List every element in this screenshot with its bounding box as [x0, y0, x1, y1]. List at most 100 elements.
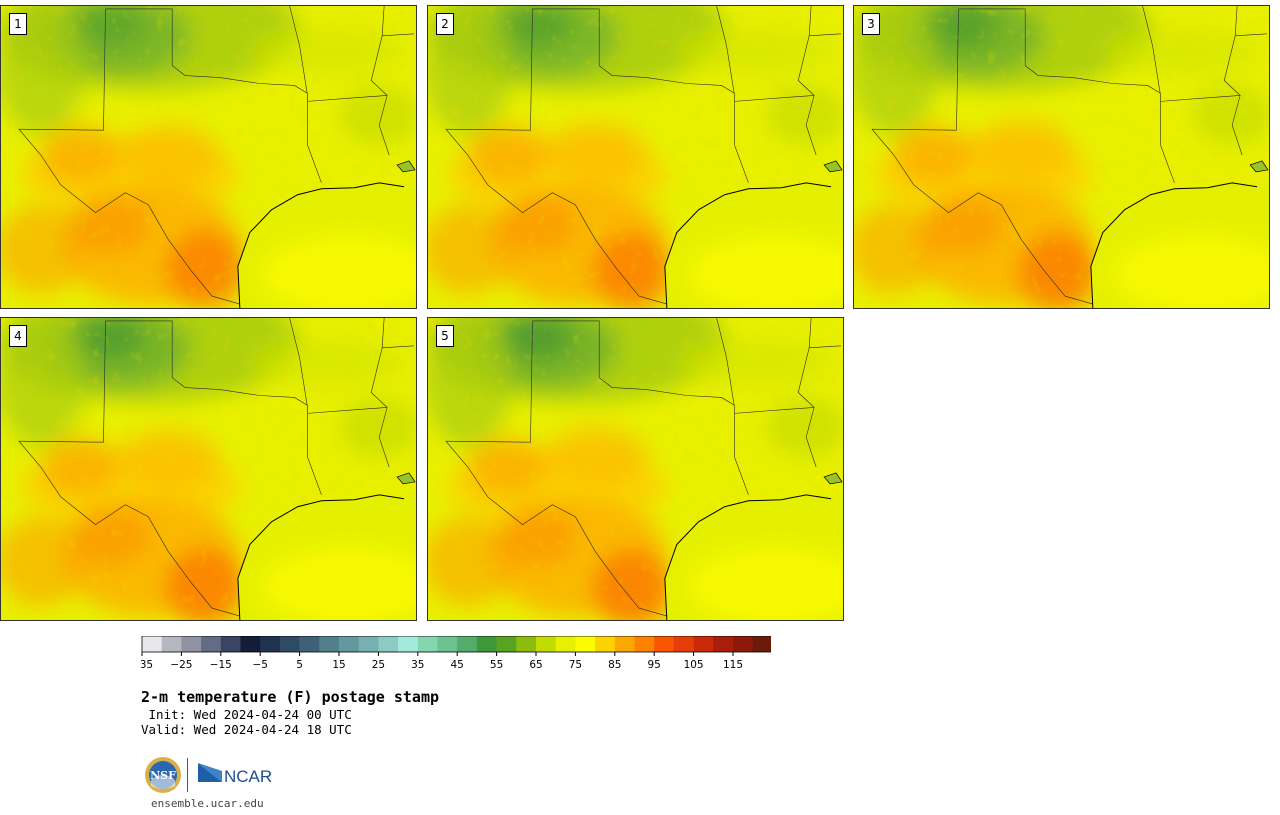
colorbar-swatch: [595, 636, 616, 652]
colorbar-swatch: [299, 636, 320, 652]
valid-time: Valid: Wed 2024-04-24 18 UTC: [141, 722, 352, 737]
temperature-map: [854, 6, 1269, 308]
svg-text:NSF: NSF: [150, 769, 176, 782]
temperature-map: [428, 318, 843, 620]
chart-title: 2-m temperature (F) postage stamp: [141, 688, 440, 706]
stamp-number: 2: [436, 13, 454, 35]
colorbar-swatch: [398, 636, 419, 652]
state-boundary: [797, 6, 817, 156]
ncar-logo: NCAR: [198, 763, 272, 786]
state-boundary: [1142, 6, 1175, 183]
colorbar-tick-label: −5: [252, 659, 267, 671]
lake: [396, 472, 416, 485]
colorbar-swatch: [161, 636, 182, 652]
colorbar-swatch: [142, 636, 162, 652]
colorbar-tick-label: −25: [170, 659, 192, 671]
state-boundary: [307, 407, 388, 414]
stamp-panel-1: 1: [0, 5, 417, 309]
land-temperature-field: [428, 318, 843, 620]
state-boundary: [18, 128, 240, 305]
gulf-water: [259, 546, 416, 620]
colorbar-swatch: [634, 636, 655, 652]
state-boundary: [445, 128, 667, 305]
stamp-number: 1: [9, 13, 27, 35]
state-boundary: [871, 8, 959, 131]
state-boundary: [105, 8, 308, 94]
coastline: [664, 182, 832, 308]
colorbar-swatch: [536, 636, 556, 652]
gulf-water: [686, 234, 843, 308]
colorbar-swatch: [417, 636, 438, 652]
coastline: [237, 182, 405, 308]
stamp-number: 3: [862, 13, 880, 35]
stamp-number: 5: [436, 325, 454, 347]
colorbar-tick-label: 115: [723, 659, 743, 671]
colorbar-tick-label: 45: [451, 659, 464, 671]
colorbar-swatch: [378, 636, 399, 652]
state-boundary: [18, 320, 106, 443]
svg-text:NCAR: NCAR: [224, 767, 272, 786]
state-boundary: [105, 320, 308, 406]
state-boundary: [370, 6, 390, 156]
state-boundary: [532, 320, 735, 406]
state-boundary: [1160, 95, 1241, 102]
colorbar-tick-label: 35: [411, 659, 424, 671]
lake: [1249, 160, 1269, 173]
nsf-logo: NSF: [145, 757, 181, 793]
colorbar-swatch: [654, 636, 675, 652]
coastline: [237, 494, 405, 620]
colorbar-tick-label: 25: [372, 659, 385, 671]
colorbar-swatch: [614, 636, 635, 652]
ensemble-url: ensemble.ucar.edu: [151, 797, 264, 810]
state-boundary: [809, 345, 842, 349]
colorbar-swatch: [319, 636, 340, 652]
colorbar-swatch: [693, 636, 714, 652]
state-boundary: [797, 318, 817, 468]
state-boundary: [18, 8, 106, 131]
gulf-water: [686, 546, 843, 620]
init-time: Init: Wed 2024-04-24 00 UTC: [141, 707, 352, 722]
colorbar-swatch: [476, 636, 497, 652]
state-boundary: [289, 6, 322, 183]
stamp-panel-2: 2: [427, 5, 844, 309]
colorbar-swatch: [457, 636, 478, 652]
stamp-number: 4: [9, 325, 27, 347]
state-boundary: [382, 33, 415, 37]
stamp-panel-3: 3: [853, 5, 1270, 309]
state-boundary: [716, 318, 749, 495]
state-boundary: [1235, 33, 1268, 37]
state-boundary: [716, 6, 749, 183]
colorbar-swatch: [181, 636, 202, 652]
colorbar-tick-label: 95: [648, 659, 661, 671]
state-boundary: [1223, 6, 1243, 156]
state-boundary: [370, 318, 390, 468]
temperature-map: [428, 6, 843, 308]
coastline: [1090, 182, 1258, 308]
state-boundary: [445, 320, 533, 443]
state-boundary: [445, 440, 667, 617]
state-boundary: [382, 345, 415, 349]
temperature-map: [1, 6, 416, 308]
colorbar-swatch: [575, 636, 596, 652]
state-boundary: [734, 95, 815, 102]
state-boundary: [871, 128, 1093, 305]
colorbar-swatch: [201, 636, 222, 652]
state-boundary: [734, 407, 815, 414]
coastline: [664, 494, 832, 620]
state-boundary: [307, 95, 388, 102]
state-boundary: [289, 318, 322, 495]
state-boundary: [18, 440, 240, 617]
colorbar-tick-label: 5: [296, 659, 303, 671]
colorbar-swatch: [752, 636, 771, 652]
stamp-panel-5: 5: [427, 317, 844, 621]
lake: [823, 160, 843, 173]
state-boundary: [958, 8, 1161, 94]
temperature-colorbar: −35 −25 −15 −5 5 15 25 35 45 55 65 75 85 95 105 115: [141, 636, 771, 671]
gulf-water: [1112, 234, 1269, 308]
colorbar-tick-label: 55: [490, 659, 503, 671]
colorbar-swatch: [713, 636, 734, 652]
stamp-panel-4: 4: [0, 317, 417, 621]
colorbar-swatch: [496, 636, 517, 652]
colorbar-tick-label: −35: [141, 659, 153, 671]
colorbar-swatch: [516, 636, 537, 652]
